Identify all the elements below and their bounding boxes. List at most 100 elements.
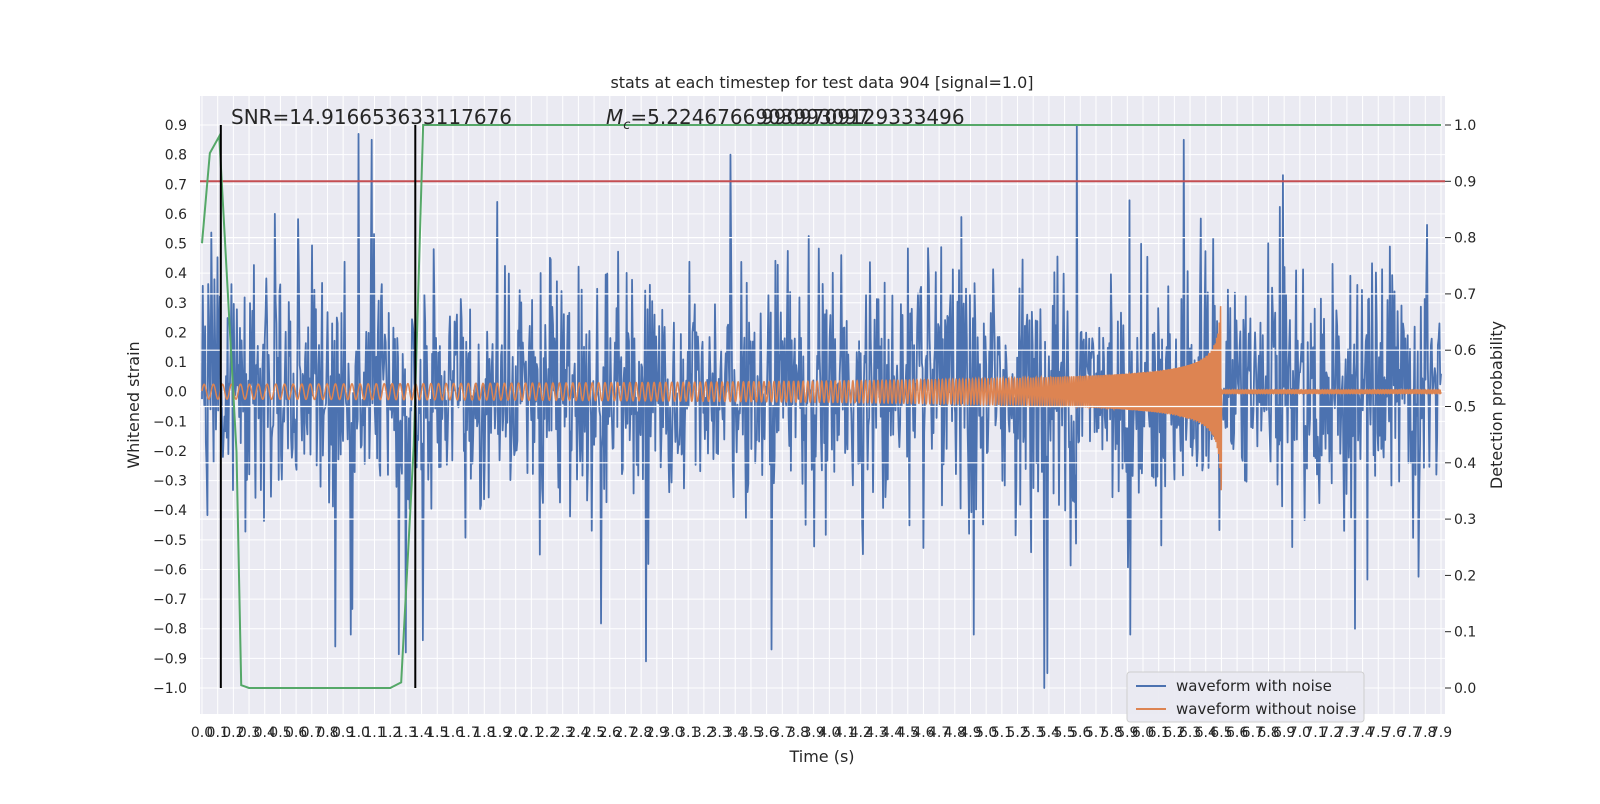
x-tick-label: 7.0 xyxy=(1289,725,1311,741)
x-tick-label: 0.9 xyxy=(332,725,354,741)
x-tick-label: 4.7 xyxy=(928,725,950,741)
y-tick-label: 0.3 xyxy=(165,296,187,312)
y-tick-label: −0.3 xyxy=(153,474,187,490)
x-tick-label: 4.0 xyxy=(818,725,840,741)
x-tick-label: 3.3 xyxy=(708,725,730,741)
x-tick-label: 6.0 xyxy=(1132,725,1154,741)
x-tick-label: 4.6 xyxy=(912,725,934,741)
x-tick-label: 0.0 xyxy=(191,725,213,741)
x-tick-label: 5.5 xyxy=(1053,725,1075,741)
y2-tick-label: 0.1 xyxy=(1454,625,1476,641)
x-tick-label: 7.2 xyxy=(1320,725,1342,741)
y-axis-label: Whitened strain xyxy=(124,341,143,468)
y-tick-label: 0.0 xyxy=(165,385,187,401)
y2-tick-label: 0.6 xyxy=(1454,343,1476,359)
x-tick-label: 3.9 xyxy=(803,725,825,741)
x-tick-label: 3.6 xyxy=(755,725,777,741)
legend-box xyxy=(1126,671,1365,723)
y-tick-label: −1.0 xyxy=(153,681,187,697)
y-tick-label: 0.1 xyxy=(165,355,187,371)
x-tick-label: 7.8 xyxy=(1414,725,1436,741)
series-waveform-with-noise xyxy=(201,124,1442,689)
y-tick-label: 0.7 xyxy=(165,177,187,193)
x-tick-label: 4.4 xyxy=(881,725,903,741)
x-tick-label: 6.5 xyxy=(1210,725,1232,741)
y2-axis-label: Detection probability xyxy=(1487,321,1506,489)
x-tick-label: 1.9 xyxy=(489,725,511,741)
y-tick-label: −0.2 xyxy=(153,444,187,460)
x-tick-label: 2.2 xyxy=(536,725,558,741)
y-tick-label: −0.5 xyxy=(153,533,187,549)
x-tick-label: 1.7 xyxy=(457,725,479,741)
x-tick-label: 5.2 xyxy=(1006,725,1028,741)
x-tick-label: 0.8 xyxy=(316,725,338,741)
x-tick-label: 7.1 xyxy=(1304,725,1326,741)
y-tick-label: 0.9 xyxy=(165,118,187,134)
secondary-grid xyxy=(200,237,1445,520)
x-tick-label: 2.0 xyxy=(505,725,527,741)
x-tick-label: 1.1 xyxy=(363,725,385,741)
mc-value: =5.2246766903993097 xyxy=(630,105,869,129)
detection-probability-line xyxy=(201,124,1441,689)
x-tick-label: 2.9 xyxy=(646,725,668,741)
y-tick-label: 0.6 xyxy=(165,207,187,223)
x-tick-label: 2.4 xyxy=(567,725,589,741)
x-tick-label: 5.9 xyxy=(1116,725,1138,741)
legend-label-clean: waveform without noise xyxy=(1176,700,1356,718)
x-tick-label: 7.9 xyxy=(1430,725,1452,741)
x-tick-label: 3.0 xyxy=(661,725,683,741)
mc-overlap-annotation: 9909709129333496 xyxy=(761,105,965,129)
y-tick-label: 0.4 xyxy=(165,266,187,282)
chart-title: stats at each timestep for test data 904… xyxy=(610,73,1033,92)
y-tick-label: 0.5 xyxy=(165,237,187,253)
x-tick-label: 2.3 xyxy=(552,725,574,741)
y2-tick-label: 0.2 xyxy=(1454,568,1476,584)
y2-tick-label: 0.4 xyxy=(1454,456,1476,472)
vertical-markers xyxy=(219,125,417,688)
noise-waveform-line xyxy=(201,124,1442,689)
x-tick-labels: 0.00.10.20.30.40.50.60.70.80.91.01.11.21… xyxy=(191,725,1452,741)
y-tick-label: −0.4 xyxy=(153,503,187,519)
y-tick-label: 0.8 xyxy=(165,148,187,164)
y-tick-label: −0.1 xyxy=(153,414,187,430)
x-tick-label: 2.5 xyxy=(583,725,605,741)
x-tick-label: 6.2 xyxy=(1163,725,1185,741)
x-tick-label: 1.6 xyxy=(442,725,464,741)
x-tick-label: 5.4 xyxy=(1038,725,1060,741)
x-tick-label: 1.3 xyxy=(395,725,417,741)
mc-symbol: M xyxy=(606,105,623,129)
x-tick-label: 1.8 xyxy=(473,725,495,741)
y2-tick-labels: 0.0 0.1 0.2 0.3 0.4 0.5 0.6 0.7 0.8 0.9 1.0 xyxy=(1445,118,1476,697)
x-tick-label: 2.8 xyxy=(630,725,652,741)
legend: waveform with noise waveform without noi… xyxy=(1126,671,1365,723)
x-tick-label: 7.7 xyxy=(1399,725,1421,741)
x-tick-label: 5.0 xyxy=(975,725,997,741)
x-tick-label: 0.1 xyxy=(207,725,229,741)
x-tick-label: 0.2 xyxy=(222,725,244,741)
x-tick-label: 3.8 xyxy=(787,725,809,741)
x-tick-label: 6.8 xyxy=(1257,725,1279,741)
y-tick-label: −0.6 xyxy=(153,562,187,578)
y-tick-label: −0.8 xyxy=(153,622,187,638)
y2-tick-label: 0.7 xyxy=(1454,287,1476,303)
chirp-waveform-line xyxy=(201,306,1442,491)
x-tick-label: 1.2 xyxy=(379,725,401,741)
x-tick-label: 0.3 xyxy=(238,725,260,741)
y2-tick-label: 0.9 xyxy=(1454,174,1476,190)
x-tick-label: 7.3 xyxy=(1336,725,1358,741)
x-tick-label: 6.7 xyxy=(1242,725,1264,741)
x-tick-label: 1.5 xyxy=(426,725,448,741)
x-tick-label: 6.1 xyxy=(1148,725,1170,741)
y-tick-label: 0.2 xyxy=(165,325,187,341)
x-tick-label: 3.2 xyxy=(693,725,715,741)
x-tick-label: 4.9 xyxy=(959,725,981,741)
x-tick-label: 1.0 xyxy=(348,725,370,741)
x-tick-label: 4.3 xyxy=(865,725,887,741)
series-detection-probability xyxy=(201,124,1441,689)
snr-annotation: SNR=14.916653633117676 xyxy=(231,105,512,129)
x-tick-label: 7.4 xyxy=(1351,725,1373,741)
legend-label-noise: waveform with noise xyxy=(1176,677,1332,695)
x-tick-label: 5.6 xyxy=(1069,725,1091,741)
y2-tick-label: 0.0 xyxy=(1454,681,1476,697)
